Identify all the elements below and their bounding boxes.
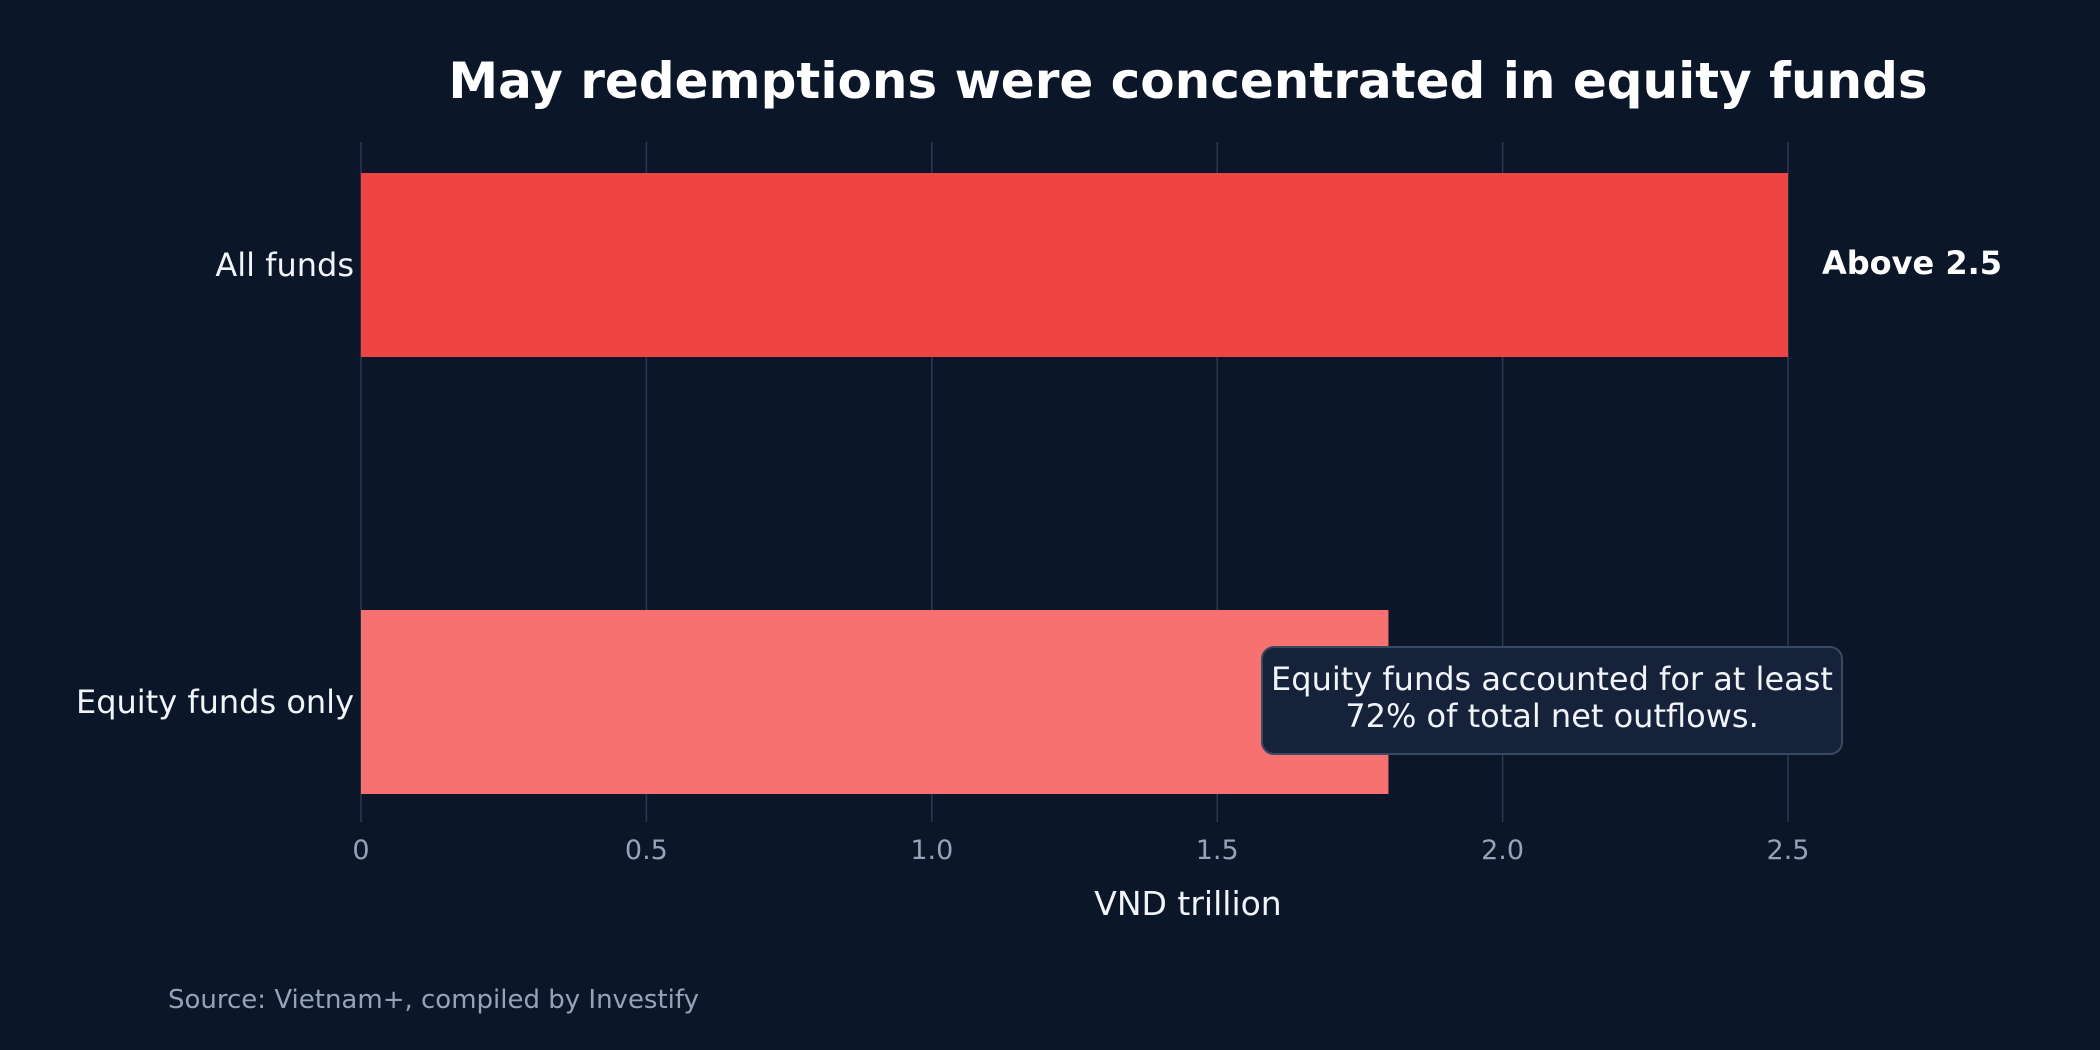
x-axis-ticks: 0 0.5 1.0 1.5 2.0 2.5 <box>352 835 1809 866</box>
source-note: Source: Vietnam+, compiled by Investify <box>168 985 699 1015</box>
x-tick-label: 2.5 <box>1767 835 1810 866</box>
bar <box>361 610 1389 794</box>
bar <box>361 173 1788 357</box>
x-tick-label: 0 <box>352 835 369 866</box>
value-label: Above 2.5 <box>1822 244 2002 282</box>
bars <box>361 173 1788 794</box>
x-axis-title: VND trillion <box>1094 884 1281 923</box>
x-tick-label: 1.0 <box>910 835 953 866</box>
annotation-box <box>1261 646 1843 755</box>
x-tick-label: 2.0 <box>1481 835 1524 866</box>
category-labels: All funds Equity funds only <box>76 246 354 721</box>
x-tick-label: 1.5 <box>1196 835 1239 866</box>
category-label: Equity funds only <box>76 683 354 721</box>
x-tick-label: 0.5 <box>625 835 668 866</box>
annotation-text: 72% of total net outflows. <box>1345 697 1759 735</box>
chart-title: May redemptions were concentrated in equ… <box>448 52 1927 110</box>
value-labels: Above 2.5 <box>1822 244 2002 282</box>
annotation-text: Equity funds accounted for at least <box>1271 660 1833 698</box>
category-label: All funds <box>215 246 354 284</box>
